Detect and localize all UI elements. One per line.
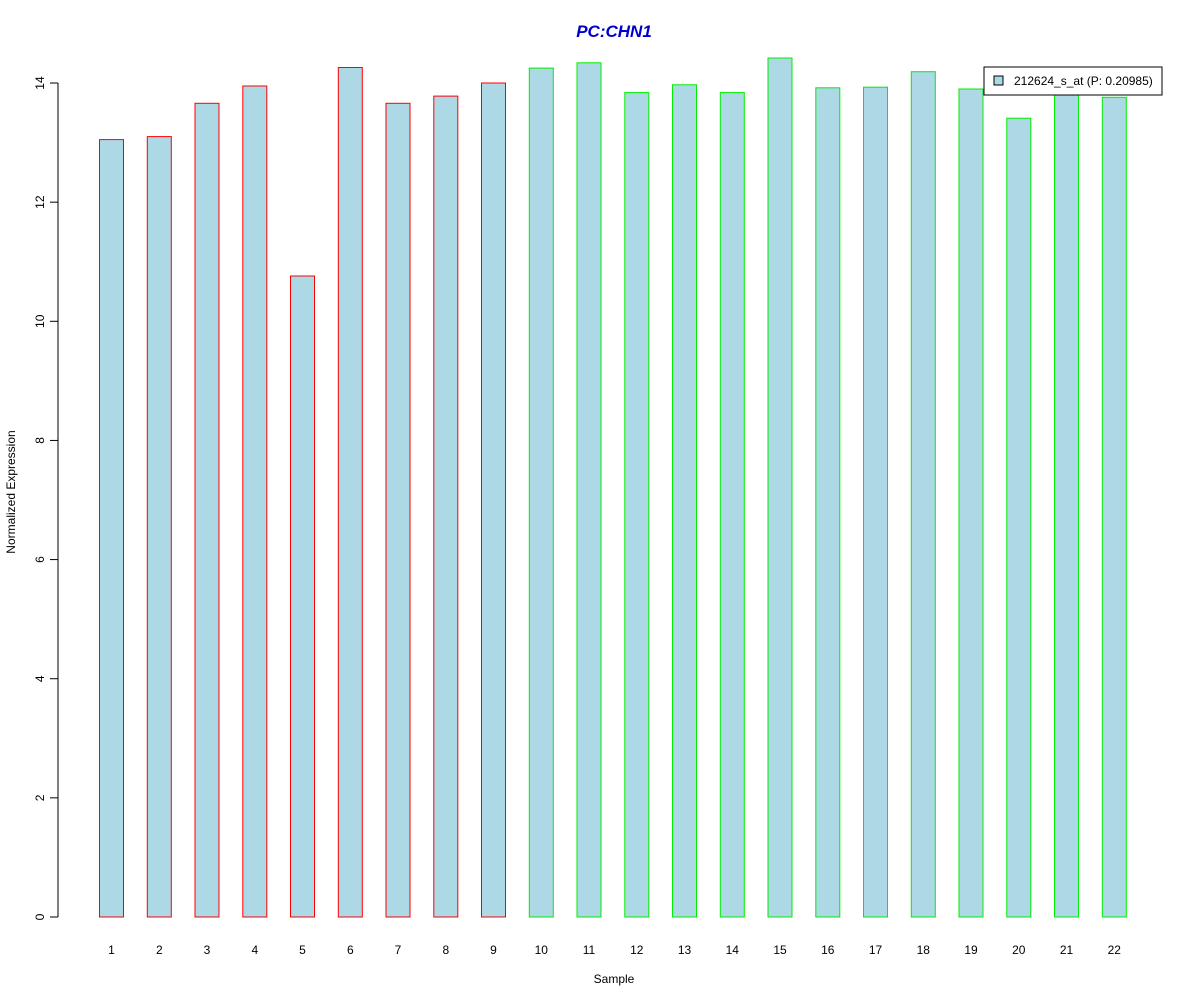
- x-tick-label: 4: [251, 943, 258, 957]
- x-tick-label: 7: [395, 943, 402, 957]
- x-tick-label: 22: [1108, 943, 1122, 957]
- bar-sample-1: [99, 139, 124, 918]
- bar-sample-7: [385, 102, 411, 918]
- legend-swatch: [993, 75, 1004, 86]
- x-tick-label: 8: [442, 943, 449, 957]
- y-tick-label: 8: [33, 437, 47, 444]
- legend-label: 212624_s_at (P: 0.20985): [1014, 74, 1153, 88]
- x-tick-label: 11: [583, 943, 596, 957]
- x-tick-label: 2: [156, 943, 163, 957]
- bar-sample-9: [481, 82, 506, 918]
- bar-sample-12: [624, 92, 650, 918]
- bar-sample-22: [1101, 96, 1127, 918]
- x-tick-label: 6: [347, 943, 354, 957]
- bar-sample-16: [815, 87, 841, 918]
- bar-sample-13: [672, 84, 697, 918]
- x-axis-label: Sample: [594, 972, 635, 986]
- chart-title: PC:CHN1: [576, 22, 652, 41]
- bar-sample-8: [433, 95, 459, 918]
- legend-box: [983, 66, 1163, 96]
- y-tick-label: 14: [33, 76, 47, 90]
- x-tick-label: 14: [726, 943, 740, 957]
- bar-sample-20: [1006, 117, 1032, 918]
- x-tick-label: 20: [1012, 943, 1026, 957]
- y-tick-label: 2: [33, 794, 47, 801]
- bar-sample-3: [194, 102, 220, 918]
- y-tick-label: 4: [33, 675, 47, 682]
- x-tick-label: 17: [869, 943, 883, 957]
- x-tick-label: 13: [678, 943, 692, 957]
- bar-sample-6: [337, 67, 363, 918]
- bar-sample-2: [146, 136, 172, 918]
- bars: [99, 57, 1127, 918]
- y-axis-label: Normalized Expression: [4, 430, 18, 553]
- x-tick-label: 9: [490, 943, 497, 957]
- x-tick-label: 3: [204, 943, 211, 957]
- bar-sample-15: [767, 57, 793, 918]
- y-tick-label: 12: [33, 195, 47, 209]
- bar-sample-5: [290, 275, 315, 918]
- y-tick-label: 6: [33, 556, 47, 563]
- bar-sample-4: [242, 85, 268, 918]
- bar-sample-14: [719, 92, 745, 918]
- bar-sample-17: [863, 86, 888, 918]
- bar-sample-18: [910, 71, 936, 918]
- x-tick-label: 19: [964, 943, 978, 957]
- bar-sample-10: [528, 67, 554, 918]
- x-tick-label: 21: [1060, 943, 1074, 957]
- y-tick-label: 0: [33, 913, 47, 920]
- y-tick-label: 10: [33, 314, 47, 328]
- y-axis: 0 2 4 6 8 10 12 14: [33, 76, 59, 920]
- legend: 212624_s_at (P: 0.20985): [983, 66, 1163, 96]
- x-tick-label: 5: [299, 943, 306, 957]
- bar-sample-11: [576, 62, 602, 918]
- x-tick-label: 12: [630, 943, 644, 957]
- x-tick-label: 18: [917, 943, 931, 957]
- bar-sample-19: [958, 88, 984, 918]
- x-tick-label: 10: [535, 943, 549, 957]
- x-tick-label: 15: [773, 943, 787, 957]
- x-tick-labels: 1 2 3 4 5 6 7 8 9 10 11 12 13 14 15 16 17 18 19 20 21 22: [108, 943, 1121, 957]
- x-tick-label: 16: [821, 943, 835, 957]
- x-tick-label: 1: [108, 943, 115, 957]
- bar-sample-21: [1054, 91, 1079, 918]
